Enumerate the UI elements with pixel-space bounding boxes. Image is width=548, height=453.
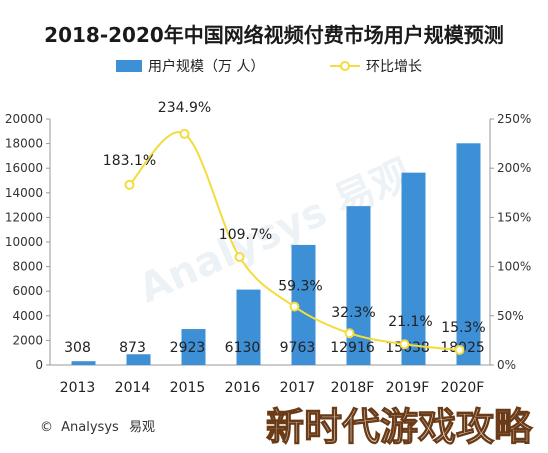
x-tick-label: 2015: [170, 380, 206, 396]
right-tick-label: 200%: [497, 161, 531, 175]
left-tick-label: 18000: [5, 137, 43, 151]
x-tick-label: 2014: [115, 380, 151, 396]
bar: [401, 172, 426, 365]
x-tick-label: 2013: [60, 380, 96, 396]
growth-value-label: 109.7%: [219, 227, 272, 243]
bar-value-label: 2923: [170, 340, 206, 356]
right-tick-label: 250%: [497, 112, 531, 126]
legend-bar-label: 用户规模（万 人）: [148, 58, 264, 75]
left-tick-label: 6000: [12, 284, 43, 298]
growth-value-label: 15.3%: [441, 320, 485, 336]
x-tick-label: 2016: [225, 380, 261, 396]
left-tick-label: 14000: [5, 186, 43, 200]
right-axis-ticks: 0% 50% 100% 150% 200% 250%: [490, 112, 531, 372]
left-tick-label: 8000: [12, 260, 43, 274]
chart-title: 2018-2020年中国网络视频付费市场用户规模预测: [44, 23, 504, 47]
x-tick-label: 2019F: [386, 380, 430, 396]
growth-marker: [289, 301, 300, 312]
right-tick-label: 50%: [497, 309, 524, 323]
bar: [126, 354, 151, 365]
growth-marker: [454, 344, 465, 355]
bar: [236, 289, 261, 365]
x-tick-label: 2020F: [441, 380, 485, 396]
left-tick-label: 12000: [5, 210, 43, 224]
footer-source: Analysys: [61, 420, 119, 435]
right-tick-label: 150%: [497, 210, 531, 224]
bar: [181, 329, 206, 365]
growth-marker: [124, 179, 135, 190]
copyright-symbol: ©: [40, 420, 53, 435]
bar: [456, 143, 481, 365]
left-tick-label: 20000: [5, 112, 43, 126]
growth-value-label: 234.9%: [158, 100, 211, 116]
left-tick-label: 2000: [12, 333, 43, 347]
growth-value-labels: 183.1% 234.9% 109.7% 59.3% 32.3% 21.1% 15.3%: [103, 100, 486, 336]
growth-marker: [399, 339, 410, 350]
growth-marker: [234, 252, 245, 263]
left-tick-label: 4000: [12, 309, 43, 323]
right-tick-label: 100%: [497, 260, 531, 274]
x-tick-label: 2017: [280, 380, 316, 396]
bar-value-label: 308: [64, 340, 91, 356]
legend-line-label: 环比增长: [366, 59, 422, 75]
growth-value-label: 32.3%: [331, 305, 375, 321]
left-tick-label: 16000: [5, 161, 43, 175]
background-brand-watermark: Analysys 易观: [132, 151, 419, 313]
growth-marker: [179, 128, 190, 139]
bar-value-labels: 308873292361309763129161563818025: [64, 340, 485, 356]
left-tick-label: 10000: [5, 235, 43, 249]
x-axis-ticks: 2013 2014 2015 2016 2017 2018F 2019F 2020F: [60, 380, 485, 396]
footer-copyright: © Analysys 易观: [40, 420, 155, 435]
bar-value-label: 9763: [280, 340, 316, 356]
site-watermark: 新时代游戏攻略: [266, 405, 533, 449]
left-axis-ticks: 0 2000 4000 6000 8000 10000 12000 14000 16000 180…: [5, 112, 50, 372]
left-tick-label: 0: [35, 358, 43, 372]
legend: 用户规模（万 人） 环比增长: [116, 58, 422, 75]
right-tick-label: 0%: [497, 358, 516, 372]
bar-value-label: 6130: [225, 340, 261, 356]
bar-value-label: 873: [119, 340, 146, 356]
footer-brand: 易观: [129, 420, 155, 435]
growth-value-label: 183.1%: [103, 153, 156, 169]
bar: [71, 361, 96, 365]
growth-value-label: 21.1%: [388, 314, 432, 330]
growth-line-series: [124, 128, 465, 355]
growth-marker: [344, 328, 355, 339]
legend-line-marker: [340, 61, 350, 71]
growth-value-label: 59.3%: [278, 279, 322, 295]
bar-value-label: 12916: [330, 340, 375, 356]
x-tick-label: 2018F: [331, 380, 375, 396]
legend-bar-swatch: [116, 60, 142, 72]
